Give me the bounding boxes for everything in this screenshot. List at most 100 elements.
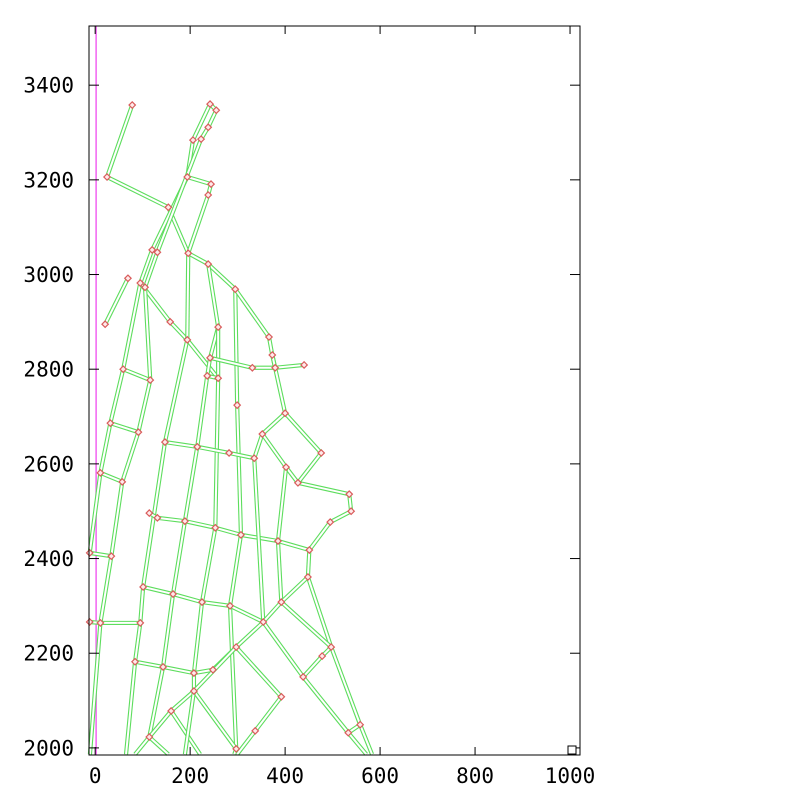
node-diamond-marker	[204, 123, 213, 132]
road-edge-center	[262, 621, 304, 678]
road-edge-center	[106, 176, 169, 209]
road-edge-center	[106, 104, 134, 178]
road-edge-center	[109, 368, 125, 424]
road-edge-center	[276, 540, 283, 603]
node-diamond-marker	[85, 548, 94, 557]
road-edge-center	[144, 287, 152, 381]
node-diamond-marker	[118, 477, 127, 486]
node-diamond-marker	[106, 419, 115, 428]
node-diamond-marker	[347, 507, 356, 516]
node-diamond-marker	[206, 180, 216, 189]
road-edge-center	[297, 452, 322, 484]
node-diamond-marker	[305, 545, 314, 555]
node-diamond-marker	[317, 448, 326, 458]
node-diamond-marker	[203, 371, 212, 380]
axis-frame	[88, 25, 581, 756]
node-diamond-marker	[206, 353, 215, 362]
road-edge-center	[122, 368, 151, 382]
node-diamond-marker	[188, 136, 198, 145]
node-diamond-marker	[96, 618, 105, 627]
y-tick-label: 2000	[23, 736, 74, 760]
road-edge-center	[236, 730, 256, 755]
road-edge-center	[156, 138, 202, 253]
node-diamond-marker	[197, 598, 207, 607]
node-diamond-marker	[119, 365, 128, 374]
road-edge-center	[125, 661, 137, 755]
node-diamond-marker	[204, 260, 213, 269]
node-diamond-marker	[236, 530, 246, 539]
road-edge-center	[99, 556, 113, 624]
road-edge-center	[148, 666, 165, 738]
road-edge-center	[285, 466, 299, 484]
road-edge-center	[157, 516, 186, 523]
node-diamond-marker	[134, 428, 143, 437]
node-diamond-marker	[146, 376, 155, 385]
road-edge-center	[110, 422, 139, 434]
road-edge-center	[104, 277, 129, 325]
road-edge-center	[142, 585, 174, 596]
node-diamond-marker	[208, 665, 217, 674]
road-edge-center	[134, 736, 151, 755]
node-diamond-marker	[189, 687, 198, 696]
x-tick-label: 1000	[545, 764, 596, 788]
node-diamond-marker	[159, 662, 168, 672]
node-diamond-marker	[277, 692, 286, 701]
road-edge-center	[99, 422, 112, 474]
road-edge-center	[196, 375, 209, 447]
node-diamond-marker	[204, 190, 213, 200]
road-edge-center	[209, 356, 253, 369]
node-diamond-marker	[250, 454, 259, 463]
road-edge-center	[110, 481, 124, 557]
road-edge-center	[88, 622, 102, 755]
road-edge-center	[134, 660, 164, 668]
node-diamond-marker	[189, 669, 198, 678]
road-edge-center	[214, 378, 220, 528]
node-diamond-marker	[160, 438, 170, 447]
y-tick-label: 2200	[23, 642, 74, 666]
y-tick-label: 2400	[23, 547, 74, 571]
node-diamond-marker	[164, 203, 173, 212]
node-diamond-marker	[136, 618, 145, 627]
node-diamond-marker	[131, 657, 140, 666]
road-edge-center	[262, 601, 283, 623]
node-diamond-marker	[145, 732, 154, 742]
node-diamond-marker	[136, 278, 145, 288]
node-diamond-marker	[299, 672, 308, 681]
road-edge-center	[329, 510, 352, 523]
node-diamond-marker	[96, 468, 105, 477]
node-diamond-marker	[85, 617, 94, 627]
node-diamond-marker	[225, 601, 235, 610]
road-edge-center	[187, 176, 212, 186]
node-diamond-marker	[268, 350, 277, 360]
node-diamond-marker	[356, 720, 365, 729]
node-diamond-marker	[225, 448, 234, 458]
road-edge-center	[302, 676, 350, 734]
road-edge-center	[207, 263, 220, 328]
road-edge-center	[192, 601, 204, 674]
road-edge-center	[100, 471, 123, 483]
road-edge-center	[192, 103, 211, 141]
road-edge-center	[253, 433, 264, 459]
node-diamond-marker	[345, 490, 354, 499]
y-tick-label: 3400	[23, 74, 74, 98]
road-edge-center	[162, 593, 175, 668]
road-edge-center	[183, 446, 199, 522]
node-diamond-marker	[206, 100, 215, 109]
x-tick-label: 800	[456, 764, 494, 788]
road-edge-center	[187, 252, 209, 265]
road-edge-center	[121, 431, 140, 483]
road-edge-center	[347, 732, 368, 755]
road-edge-center	[183, 690, 195, 755]
node-diamond-marker	[123, 274, 132, 283]
node-diamond-marker	[148, 245, 157, 254]
road-edge-center	[186, 339, 219, 379]
node-diamond-marker	[214, 374, 223, 383]
road-network	[87, 102, 374, 756]
node-diamond-marker	[281, 409, 290, 418]
road-edge-center	[275, 363, 305, 369]
road-edge-center	[139, 586, 145, 624]
node-diamond-marker	[193, 442, 202, 451]
node-diamond-marker	[211, 523, 220, 532]
node-diamond-marker	[153, 513, 162, 522]
